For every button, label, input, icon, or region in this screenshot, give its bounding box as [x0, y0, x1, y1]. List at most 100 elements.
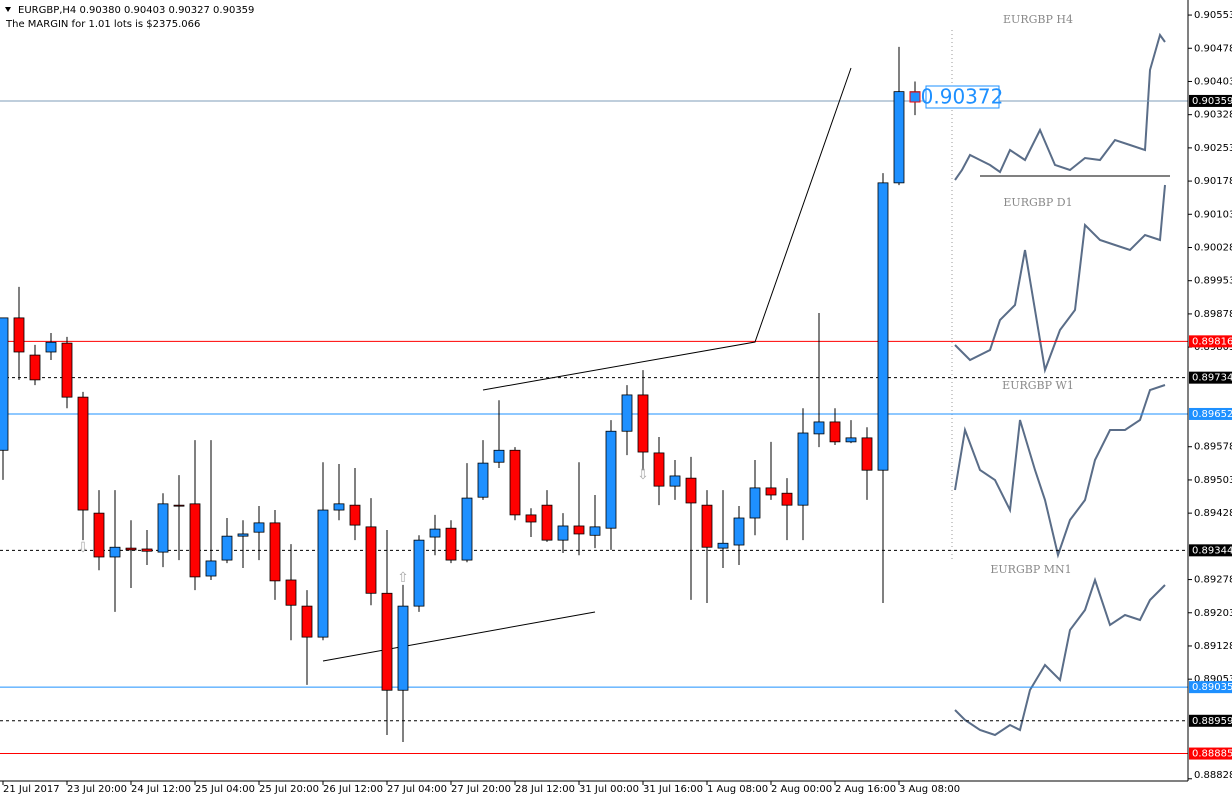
candle-body: [477, 462, 489, 498]
panel-title: EURGBP W1: [1002, 379, 1074, 392]
mini-chart: [954, 384, 1166, 559]
trend-line: [482, 67, 852, 391]
candle-body: [845, 437, 857, 443]
candle-body: [413, 539, 425, 607]
candle-body: [781, 492, 793, 506]
mini-chart: [954, 576, 1166, 737]
level-label-box: [1189, 335, 1232, 348]
candle-body: [429, 528, 441, 538]
candle-body: [717, 542, 729, 549]
candle-body: [109, 546, 121, 558]
candle-body: [541, 504, 553, 541]
y-tick-label: 0.89578: [1194, 442, 1232, 453]
candle-body: [525, 514, 537, 523]
level-label: 0.89734: [1192, 373, 1232, 384]
y-tick-label: 0.90178: [1194, 176, 1232, 187]
candle-body: [173, 504, 185, 507]
candle-body: [637, 394, 649, 453]
level-label: 0.89816: [1192, 336, 1232, 347]
y-tick-label: 0.90328: [1194, 110, 1232, 121]
x-tick-label: 24 Jul 12:00: [131, 784, 191, 795]
candle-body: [381, 592, 393, 691]
x-tick-label: 1 Aug 08:00: [707, 784, 768, 795]
candle-body: [877, 182, 889, 471]
candle-body: [509, 449, 521, 516]
y-tick-label: 0.90478: [1194, 43, 1232, 54]
y-tick-label: 0.89953: [1194, 276, 1232, 287]
level-label: 0.89652: [1192, 409, 1232, 420]
y-tick-label: 0.89803: [1194, 342, 1232, 353]
candle-body: [285, 579, 297, 606]
price-marker: [909, 91, 921, 103]
arrow-icon: ⇩: [77, 540, 89, 556]
margin-info: The MARGIN for 1.01 lots is $2375.066: [5, 19, 200, 30]
arrow-icon: ⇩: [637, 467, 649, 483]
level-label-box: [1189, 714, 1232, 727]
level-label: 0.89344: [1192, 545, 1232, 556]
panel-title: EURGBP MN1: [990, 563, 1071, 576]
x-tick-label: 2 Aug 16:00: [835, 784, 896, 795]
chart-header: EURGBP,H4 0.90380 0.90403 0.90327 0.9035…: [18, 5, 254, 16]
candle-body: [589, 526, 601, 536]
header-icon: [5, 7, 11, 12]
candle-body: [125, 547, 137, 551]
y-tick-label: 0.89503: [1194, 475, 1232, 486]
level-label-box: [1189, 544, 1232, 557]
candle-body: [749, 487, 761, 519]
candle-body: [861, 437, 873, 471]
y-tick-label: 0.90253: [1194, 143, 1232, 154]
y-tick-label: 0.89878: [1194, 309, 1232, 320]
candle-body: [573, 525, 585, 535]
candle-body: [141, 548, 153, 552]
level-label-box: [1189, 407, 1232, 420]
candle-body: [189, 503, 201, 578]
candle-body: [701, 504, 713, 548]
x-tick-label: 28 Jul 12:00: [515, 784, 575, 795]
candle-body: [765, 487, 777, 496]
x-tick-label: 31 Jul 00:00: [579, 784, 639, 795]
candle-body: [0, 317, 9, 451]
y-tick-label: 0.90403: [1194, 76, 1232, 87]
y-tick-label: 0.89278: [1194, 575, 1232, 586]
candle-body: [621, 394, 633, 432]
candle-body: [813, 421, 825, 435]
y-tick-label: 0.88828: [1194, 770, 1232, 781]
candle-body: [829, 421, 841, 443]
x-tick-label: 27 Jul 04:00: [387, 784, 447, 795]
candle-body: [45, 341, 57, 353]
y-tick-label: 0.90103: [1194, 209, 1232, 220]
x-tick-label: 2 Aug 00:00: [771, 784, 832, 795]
price-label: 0.90372: [921, 85, 1004, 109]
x-tick-label: 26 Jul 12:00: [323, 784, 383, 795]
candle-body: [365, 526, 377, 594]
candle-body: [557, 525, 569, 541]
candle-body: [653, 452, 665, 487]
y-tick-label: 0.90028: [1194, 242, 1232, 253]
x-tick-label: 21 Jul 2017: [3, 784, 60, 795]
panel-title: EURGBP D1: [1003, 196, 1072, 209]
candle-body: [61, 342, 73, 398]
y-tick-label: 0.89203: [1194, 608, 1232, 619]
candle-body: [669, 475, 681, 487]
candle-body: [461, 497, 473, 561]
y-tick-label: 0.89128: [1194, 641, 1232, 652]
candle-body: [605, 430, 617, 529]
level-label-box: [1189, 94, 1232, 107]
mini-chart: [954, 32, 1166, 181]
candle-body: [349, 504, 361, 526]
level-label-box: [1189, 371, 1232, 384]
candle-body: [893, 91, 905, 184]
x-tick-label: 27 Jul 20:00: [451, 784, 511, 795]
candle-body: [733, 517, 745, 546]
level-label: 0.88885: [1192, 749, 1232, 760]
candle-body: [397, 605, 409, 691]
candle-body: [13, 317, 25, 353]
trend-line: [322, 611, 596, 662]
candle-body: [317, 509, 329, 638]
candle-body: [253, 522, 265, 533]
candle-body: [205, 560, 217, 577]
candle-body: [269, 522, 281, 582]
level-label: 0.88959: [1192, 716, 1232, 727]
